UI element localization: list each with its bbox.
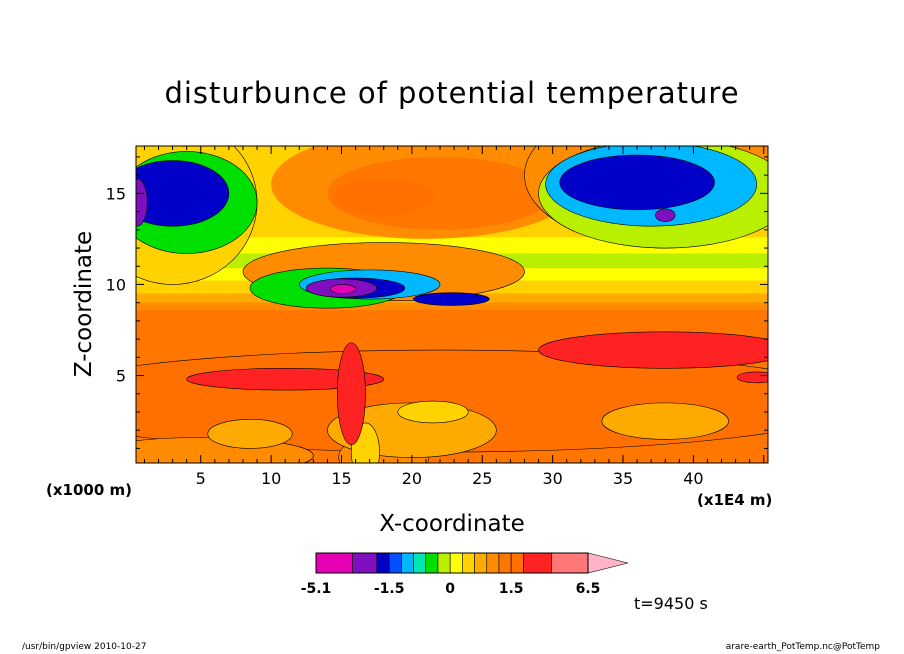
x-unit-left-label: (x1000 m) <box>46 481 132 499</box>
field-blob <box>136 178 148 227</box>
colorbar-tick-label: -5.1 <box>301 581 332 597</box>
field-layer <box>136 309 768 318</box>
colorbar-cell <box>449 552 463 574</box>
footer-command: /usr/bin/gpview 2010-10-27 <box>22 642 147 652</box>
x-tick-label: 25 <box>472 469 492 488</box>
field-blob <box>207 418 293 449</box>
colorbar-cell <box>437 552 451 574</box>
minor-ticks <box>136 146 768 463</box>
field-blob <box>397 400 469 424</box>
x-tick-label: 35 <box>613 469 633 488</box>
time-label: t=9450 s <box>634 594 708 613</box>
colorbar-cell <box>376 552 390 574</box>
x-tick-label: 40 <box>683 469 703 488</box>
colorbar-tick-label: 6.5 <box>576 581 601 597</box>
colorbar-cell <box>315 552 353 574</box>
field-blob <box>336 342 366 446</box>
field-blob <box>736 371 768 384</box>
colorbar-cell <box>352 552 378 574</box>
y-tick-label: 5 <box>116 367 126 386</box>
plot-frame <box>135 145 769 464</box>
colorbar-tick-label: 1.5 <box>499 581 524 597</box>
colorbar-tick-label: -1.5 <box>374 581 405 597</box>
field-blob <box>538 331 768 369</box>
x-tick-label: 30 <box>542 469 562 488</box>
x-tick-label: 15 <box>331 469 351 488</box>
colorbar-tick-label: 0 <box>445 581 455 597</box>
colorbar-cell <box>510 552 524 574</box>
colorbar-cell <box>474 552 488 574</box>
colorbar-cell <box>523 552 552 574</box>
chart-title: disturbunce of potential temperature <box>164 76 740 110</box>
colorbar-cell <box>401 552 414 574</box>
y-tick-label: 10 <box>106 275 126 294</box>
x-axis: 5 10 15 20 25 30 35 40 <box>196 469 704 488</box>
field-blob <box>655 208 676 222</box>
x-tick-label: 10 <box>261 469 281 488</box>
field-blob <box>559 154 715 211</box>
contour-fill <box>136 146 768 463</box>
colorbar-cell <box>498 552 512 574</box>
y-axis: 5 10 15 <box>106 184 126 385</box>
x-tick-label: 5 <box>196 469 206 488</box>
x-axis-label: X-coordinate <box>379 511 525 537</box>
field-blob <box>136 160 230 227</box>
colorbar-cell <box>425 552 439 574</box>
colorbar-cell <box>413 552 427 574</box>
x-tick-label: 20 <box>402 469 422 488</box>
colorbar: -5.1 -1.5 0 1.5 6.5 <box>301 552 629 597</box>
field-blob <box>412 292 490 306</box>
field-blob <box>601 402 729 440</box>
field-layer <box>136 302 768 310</box>
colorbar-cell <box>486 552 500 574</box>
colorbar-cell <box>551 552 589 574</box>
field-blob <box>186 367 385 391</box>
x-unit-right-label: (x1E4 m) <box>697 491 773 509</box>
colorbar-cell <box>462 552 475 574</box>
field-region <box>334 178 433 216</box>
field-blob <box>329 284 356 294</box>
y-tick-label: 15 <box>106 184 126 203</box>
y-axis-label: Z-coordinate <box>71 230 97 378</box>
footer-source: arare-earth_PotTemp.nc@PotTemp <box>725 642 880 652</box>
colorbar-extend-arrow <box>587 552 629 574</box>
colorbar-cell <box>388 552 402 574</box>
